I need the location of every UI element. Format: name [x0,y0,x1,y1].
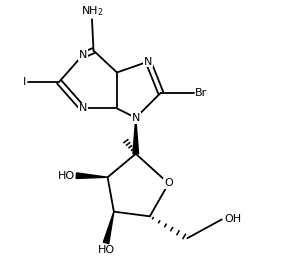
Polygon shape [103,212,114,244]
Text: N: N [131,113,140,123]
Text: Br: Br [195,88,207,98]
Polygon shape [133,118,139,154]
Text: OH: OH [224,214,241,224]
Polygon shape [76,173,108,178]
Text: N: N [78,50,87,60]
Text: HO: HO [58,171,75,181]
Text: I: I [23,77,26,87]
Text: N: N [78,103,87,113]
Text: HO: HO [97,245,115,255]
Text: N: N [144,56,153,66]
Text: O: O [164,178,173,188]
Text: NH$_2$: NH$_2$ [81,4,103,18]
